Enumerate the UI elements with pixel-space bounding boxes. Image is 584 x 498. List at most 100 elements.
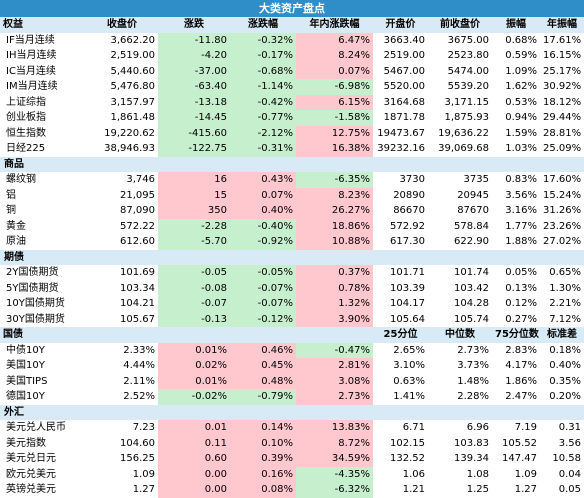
prev-close-cell: 622.90 <box>454 236 489 247</box>
ytd-change-cell: 2.73% <box>296 389 373 405</box>
open-cell: 2.65% <box>393 344 425 356</box>
open-cell: 105.64 <box>390 313 425 325</box>
table-row: 30Y国债期货 105.67 -0.13 -0.12% 3.90% 105.64 105.7… <box>0 311 584 327</box>
change-pct-cell: -0.32% <box>230 32 296 48</box>
close-cell: 2.52% <box>123 391 155 402</box>
annual-amplitude-cell: 0.65% <box>549 267 581 278</box>
change-pct-cell: -0.40% <box>230 218 296 234</box>
name-cell: 螺纹钢 <box>6 174 36 185</box>
close-cell: 1.09 <box>132 468 155 480</box>
change-cell: -122.75 <box>158 141 230 157</box>
name-cell: 10Y国债期货 <box>6 298 65 309</box>
name-cell: IH当月连续 <box>6 50 57 61</box>
name-cell: IC当月连续 <box>6 65 56 77</box>
amplitude-cell: 0.53% <box>505 96 537 108</box>
table-row: 欧元兑美元 1.09 0.00 0.16% -4.35% 1.06 1.08 1.09 0.04 <box>0 466 584 482</box>
close-cell: 3,157.97 <box>110 96 155 108</box>
close-cell: 7.23 <box>132 422 155 433</box>
name-cell: 美元指数 <box>6 437 46 449</box>
amplitude-cell: 2.47% <box>505 391 537 402</box>
amplitude-cell: 0.94% <box>505 112 537 123</box>
data-table: 权益 收盘价 涨跌 涨跌幅 年内涨跌幅 开盘价 前收盘价 振幅 年振幅 IF当月连续 3,662.2… <box>0 17 584 498</box>
annual-amplitude-cell: 0.31 <box>558 422 581 433</box>
open-cell: 39232.16 <box>377 143 425 154</box>
open-cell: 3663.40 <box>383 34 425 46</box>
table-row: 上证综指 3,157.97 -13.18 -0.42% 6.15% 3164.68 3,17… <box>0 94 584 110</box>
prev-close-cell: 1,875.93 <box>444 112 489 123</box>
open-cell: 1.06 <box>402 468 425 480</box>
change-cell: 0.01% <box>158 373 230 389</box>
change-cell: 0.11 <box>158 435 230 451</box>
ytd-change-cell: 6.15% <box>296 94 373 110</box>
change-cell: -4.20 <box>158 48 230 64</box>
change-cell: 16 <box>158 172 230 188</box>
prev-close-cell: 3,171.15 <box>444 96 489 108</box>
change-cell: -2.28 <box>158 218 230 234</box>
ytd-change-cell: 8.72% <box>296 435 373 451</box>
change-cell: -13.18 <box>158 94 230 110</box>
name-cell: 美国10Y <box>6 360 45 371</box>
change-pct-cell: -2.12% <box>230 125 296 141</box>
ytd-change-cell: 8.24% <box>296 48 373 64</box>
change-pct-cell: 0.10% <box>230 435 296 451</box>
change-cell: 0.60 <box>158 451 230 467</box>
prev-close-cell: 5539.20 <box>447 81 489 92</box>
section-fill <box>373 404 428 420</box>
prev-close-cell: 103.83 <box>454 437 489 449</box>
header-cell: 标准差 <box>540 327 584 343</box>
prev-close-cell: 2.73% <box>457 344 489 356</box>
close-cell: 2.11% <box>123 375 155 387</box>
open-cell: 0.63% <box>393 375 425 387</box>
close-cell: 3,746 <box>126 174 155 185</box>
change-pct-cell: 0.07% <box>230 187 296 203</box>
ytd-change-cell: 0.78% <box>296 280 373 296</box>
header-cell: 25分位 <box>373 327 428 343</box>
change-pct-cell: 0.08% <box>230 482 296 498</box>
commodities-section-row: 商品 <box>0 156 584 172</box>
annual-amplitude-cell: 27.02% <box>543 236 582 247</box>
ytd-change-cell: 12.75% <box>296 125 373 141</box>
open-cell: 104.17 <box>390 298 425 309</box>
close-cell: 4.44% <box>123 360 155 371</box>
prev-close-cell: 103.42 <box>454 282 489 294</box>
prev-close-cell: 101.74 <box>454 267 489 278</box>
header-cell: 振幅 <box>492 17 540 33</box>
open-cell: 1.21 <box>402 484 425 495</box>
header-cell: 开盘价 <box>373 17 428 33</box>
open-cell: 572.92 <box>390 220 425 232</box>
annual-amplitude-cell: 29.44% <box>543 112 582 123</box>
open-cell: 1871.78 <box>383 112 425 123</box>
section-fill <box>296 249 373 265</box>
table-row: 美国TIPS 2.11% 0.01% 0.48% 3.08% 0.63% 1.48% 1.86… <box>0 373 584 389</box>
annual-amplitude-cell: 1.30% <box>549 282 581 294</box>
annual-amplitude-cell: 23.26% <box>543 220 582 232</box>
section-label: 商品 <box>0 156 86 172</box>
close-cell: 3,662.20 <box>110 34 155 46</box>
header-cell: 年振幅 <box>540 17 584 33</box>
close-cell: 612.60 <box>120 236 155 247</box>
header-cell <box>158 327 230 343</box>
change-pct-cell: -0.77% <box>230 110 296 126</box>
name-cell: 日经225 <box>6 143 46 154</box>
table-row: 2Y国债期货 101.69 -0.05 -0.05% 0.37% 101.71 101.74… <box>0 265 584 281</box>
close-cell: 105.67 <box>120 313 155 325</box>
name-cell: 上证综指 <box>6 96 46 108</box>
annual-amplitude-cell: 15.24% <box>543 189 582 201</box>
ytd-change-cell: 0.37% <box>296 265 373 281</box>
change-cell: 15 <box>158 187 230 203</box>
change-pct-cell: 0.16% <box>230 466 296 482</box>
change-cell: -0.02% <box>158 389 230 405</box>
prev-close-cell: 87670 <box>457 205 489 216</box>
name-cell: 2Y国债期货 <box>6 267 59 278</box>
open-cell: 1.41% <box>393 391 425 402</box>
section-label: 期债 <box>0 249 86 265</box>
table-row: 美国10Y 4.44% 0.02% 0.45% 2.81% 3.10% 3.73% 4.17%… <box>0 358 584 374</box>
annual-amplitude-cell: 0.05 <box>558 484 581 495</box>
section-fill <box>492 404 540 420</box>
section-fill <box>373 249 428 265</box>
close-cell: 87,090 <box>120 205 155 216</box>
section-fill <box>428 249 492 265</box>
change-pct-cell: -0.17% <box>230 48 296 64</box>
ytd-change-cell: 13.83% <box>296 420 373 436</box>
annual-amplitude-cell: 3.56 <box>558 437 581 449</box>
